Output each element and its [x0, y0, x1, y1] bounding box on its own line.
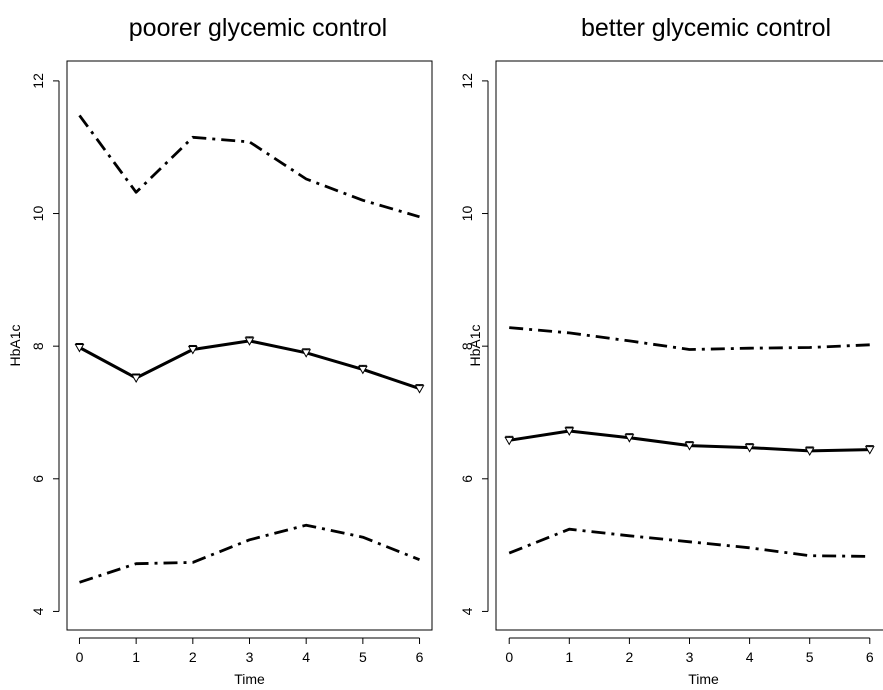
y-tick-label: 6 [30, 475, 46, 483]
data-point [357, 365, 368, 375]
data-point [301, 349, 312, 358]
x-axis-title: Time [234, 671, 265, 687]
chart-title: poorer glycemic control [129, 14, 387, 42]
y-tick-label: 8 [30, 342, 46, 350]
x-tick-label: 3 [246, 649, 254, 665]
x-tick-label: 3 [686, 649, 694, 665]
y-tick-label: 12 [30, 73, 46, 89]
data-point [244, 337, 255, 346]
x-tick-label: 1 [565, 649, 573, 665]
y-tick-label: 4 [30, 607, 46, 615]
mean-line-0 [78, 339, 420, 391]
bound-line-1 [78, 114, 420, 219]
x-tick-label: 0 [76, 649, 84, 665]
data-point [504, 436, 515, 446]
data-point [187, 345, 198, 355]
x-tick-label: 2 [189, 649, 197, 665]
y-tick-label: 10 [30, 206, 46, 222]
chart-title: better glycemic control [581, 14, 831, 42]
data-point [564, 427, 575, 437]
data-point [684, 442, 695, 451]
x-tick-label: 4 [746, 649, 754, 665]
x-tick-label: 4 [302, 649, 310, 665]
y-axis-title: HbA1c [467, 324, 483, 366]
y-tick-label: 4 [459, 607, 475, 615]
data-point [74, 343, 85, 353]
data-point [804, 447, 815, 456]
x-tick-label: 6 [416, 649, 424, 665]
x-tick-label: 1 [132, 649, 140, 665]
plot-frame [66, 60, 433, 631]
y-axis-title: HbA1c [7, 324, 23, 366]
y-tick-label: 8 [459, 342, 475, 350]
bound-line-2 [508, 527, 870, 558]
bound-line-2 [79, 523, 421, 584]
plot-frame [495, 60, 883, 631]
y-tick-label: 6 [459, 475, 475, 483]
y-tick-label: 10 [459, 206, 475, 222]
data-point [131, 374, 142, 384]
data-point [744, 444, 755, 453]
x-tick-label: 2 [626, 649, 634, 665]
x-axis-title: Time [688, 671, 719, 687]
bound-line-1 [509, 326, 870, 351]
y-tick-label: 12 [459, 73, 475, 89]
x-tick-label: 5 [806, 649, 814, 665]
data-point [414, 385, 425, 394]
x-tick-label: 5 [359, 649, 367, 665]
data-point [864, 446, 875, 455]
x-tick-label: 6 [866, 649, 874, 665]
data-point [624, 434, 635, 443]
x-tick-label: 0 [505, 649, 513, 665]
